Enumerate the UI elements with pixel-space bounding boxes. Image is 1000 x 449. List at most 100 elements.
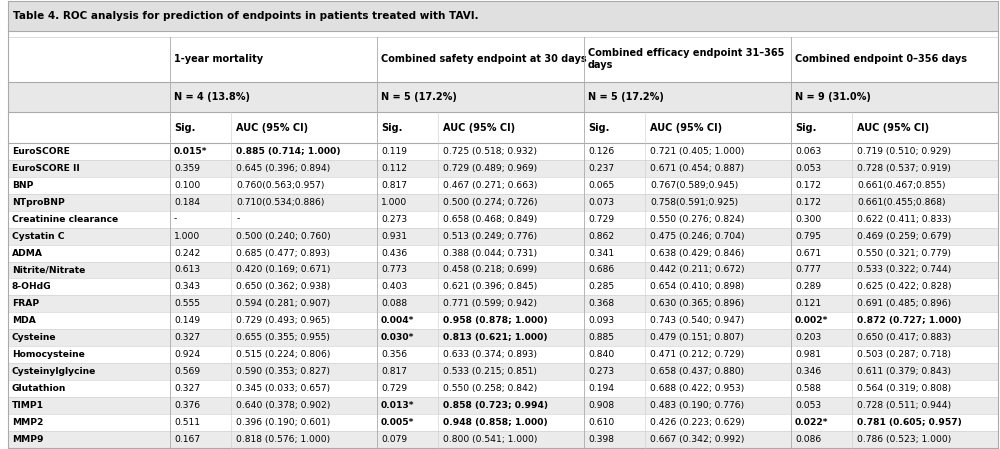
Bar xyxy=(8,194,998,211)
Bar xyxy=(8,313,998,330)
Text: 0.633 (0.374; 0.893): 0.633 (0.374; 0.893) xyxy=(443,350,537,359)
Text: 0.469 (0.259; 0.679): 0.469 (0.259; 0.679) xyxy=(857,232,951,241)
Text: Sig.: Sig. xyxy=(174,123,195,132)
Text: 0.112: 0.112 xyxy=(381,164,407,173)
Text: N = 5 (17.2%): N = 5 (17.2%) xyxy=(381,92,457,102)
Text: AUC (95% CI): AUC (95% CI) xyxy=(857,123,929,132)
Text: 0.686: 0.686 xyxy=(588,265,614,274)
Text: 0.725 (0.518; 0.932): 0.725 (0.518; 0.932) xyxy=(443,147,537,156)
Text: 0.073: 0.073 xyxy=(588,198,614,207)
Text: 0.611 (0.379; 0.843): 0.611 (0.379; 0.843) xyxy=(857,367,951,376)
Text: 0.503 (0.287; 0.718): 0.503 (0.287; 0.718) xyxy=(857,350,951,359)
Text: 0.203: 0.203 xyxy=(795,333,821,342)
Text: 0.471 (0.212; 0.729): 0.471 (0.212; 0.729) xyxy=(650,350,744,359)
Text: 0.515 (0.224; 0.806): 0.515 (0.224; 0.806) xyxy=(236,350,330,359)
Text: 0.356: 0.356 xyxy=(381,350,407,359)
Text: 0.743 (0.540; 0.947): 0.743 (0.540; 0.947) xyxy=(650,317,744,326)
Bar xyxy=(8,363,998,380)
Text: 0.167: 0.167 xyxy=(174,435,200,444)
Text: 0.300: 0.300 xyxy=(795,215,821,224)
Text: 0.426 (0.223; 0.629): 0.426 (0.223; 0.629) xyxy=(650,418,745,427)
Text: 0.729 (0.493; 0.965): 0.729 (0.493; 0.965) xyxy=(236,317,330,326)
Text: 0.005*: 0.005* xyxy=(381,418,414,427)
Text: 0.862: 0.862 xyxy=(588,232,614,241)
Text: 0.813 (0.621; 1.000): 0.813 (0.621; 1.000) xyxy=(443,333,548,342)
Text: Homocysteine: Homocysteine xyxy=(12,350,85,359)
Text: 0.948 (0.858; 1.000): 0.948 (0.858; 1.000) xyxy=(443,418,548,427)
Bar xyxy=(8,380,998,397)
Text: Cysteine: Cysteine xyxy=(12,333,57,342)
Text: Combined efficacy endpoint 31–365
days: Combined efficacy endpoint 31–365 days xyxy=(588,48,784,70)
Text: 0.327: 0.327 xyxy=(174,384,200,393)
Text: 0.671 (0.454; 0.887): 0.671 (0.454; 0.887) xyxy=(650,164,744,173)
Text: 0.345 (0.033; 0.657): 0.345 (0.033; 0.657) xyxy=(236,384,330,393)
Text: 0.289: 0.289 xyxy=(795,282,821,291)
Text: 0.710(0.534;0.886): 0.710(0.534;0.886) xyxy=(236,198,324,207)
Text: 1-year mortality: 1-year mortality xyxy=(174,54,263,64)
Text: 0.550 (0.276; 0.824): 0.550 (0.276; 0.824) xyxy=(650,215,744,224)
Bar xyxy=(8,397,998,414)
Text: 0.638 (0.429; 0.846): 0.638 (0.429; 0.846) xyxy=(650,249,744,258)
Bar xyxy=(8,82,998,112)
Text: MDA: MDA xyxy=(12,317,36,326)
Text: 0.729: 0.729 xyxy=(381,384,407,393)
Text: 0.053: 0.053 xyxy=(795,401,821,410)
Text: 0.063: 0.063 xyxy=(795,147,821,156)
Text: 0.719 (0.510; 0.929): 0.719 (0.510; 0.929) xyxy=(857,147,951,156)
Text: 0.483 (0.190; 0.776): 0.483 (0.190; 0.776) xyxy=(650,401,744,410)
Text: 0.872 (0.727; 1.000): 0.872 (0.727; 1.000) xyxy=(857,317,962,326)
Text: 0.511: 0.511 xyxy=(174,418,200,427)
Text: 0.661(0.455;0.868): 0.661(0.455;0.868) xyxy=(857,198,946,207)
Text: 0.958 (0.878; 1.000): 0.958 (0.878; 1.000) xyxy=(443,317,548,326)
Text: Sig.: Sig. xyxy=(381,123,402,132)
Text: 0.359: 0.359 xyxy=(174,164,200,173)
Bar xyxy=(8,278,998,295)
Text: 0.079: 0.079 xyxy=(381,435,407,444)
Text: N = 4 (13.8%): N = 4 (13.8%) xyxy=(174,92,250,102)
Text: 0.771 (0.599; 0.942): 0.771 (0.599; 0.942) xyxy=(443,299,537,308)
Text: 0.658 (0.468; 0.849): 0.658 (0.468; 0.849) xyxy=(443,215,537,224)
Text: 0.065: 0.065 xyxy=(588,180,614,189)
Text: 0.368: 0.368 xyxy=(588,299,614,308)
Bar xyxy=(8,414,998,431)
Text: ADMA: ADMA xyxy=(12,249,43,258)
Text: 0.654 (0.410; 0.898): 0.654 (0.410; 0.898) xyxy=(650,282,744,291)
Text: 0.273: 0.273 xyxy=(381,215,407,224)
Text: 0.403: 0.403 xyxy=(381,282,407,291)
Text: 0.533 (0.322; 0.744): 0.533 (0.322; 0.744) xyxy=(857,265,951,274)
Text: 0.564 (0.319; 0.808): 0.564 (0.319; 0.808) xyxy=(857,384,951,393)
Text: 0.396 (0.190; 0.601): 0.396 (0.190; 0.601) xyxy=(236,418,330,427)
Text: -: - xyxy=(174,215,177,224)
Bar xyxy=(8,160,998,177)
Text: 0.817: 0.817 xyxy=(381,180,407,189)
Text: 0.013*: 0.013* xyxy=(381,401,415,410)
Text: 0.786 (0.523; 1.000): 0.786 (0.523; 1.000) xyxy=(857,435,951,444)
Text: 0.458 (0.218; 0.699): 0.458 (0.218; 0.699) xyxy=(443,265,537,274)
Text: 0.671: 0.671 xyxy=(795,249,821,258)
Text: 0.817: 0.817 xyxy=(381,367,407,376)
Text: 0.053: 0.053 xyxy=(795,164,821,173)
Text: 0.767(0.589;0.945): 0.767(0.589;0.945) xyxy=(650,180,738,189)
Bar xyxy=(8,112,998,143)
Bar xyxy=(8,37,998,82)
Text: 0.388 (0.044; 0.731): 0.388 (0.044; 0.731) xyxy=(443,249,537,258)
Text: 0.773: 0.773 xyxy=(381,265,407,274)
Text: 0.795: 0.795 xyxy=(795,232,821,241)
Bar xyxy=(8,211,998,228)
Text: N = 9 (31.0%): N = 9 (31.0%) xyxy=(795,92,871,102)
Text: 0.777: 0.777 xyxy=(795,265,821,274)
Text: 0.030*: 0.030* xyxy=(381,333,414,342)
Text: 0.242: 0.242 xyxy=(174,249,200,258)
Text: Table 4. ROC analysis for prediction of endpoints in patients treated with TAVI.: Table 4. ROC analysis for prediction of … xyxy=(13,11,479,21)
Text: 0.184: 0.184 xyxy=(174,198,200,207)
Text: AUC (95% CI): AUC (95% CI) xyxy=(650,123,722,132)
Text: 0.630 (0.365; 0.896): 0.630 (0.365; 0.896) xyxy=(650,299,744,308)
Text: Combined safety endpoint at 30 days: Combined safety endpoint at 30 days xyxy=(381,54,587,64)
Text: 0.172: 0.172 xyxy=(795,180,821,189)
Text: 0.343: 0.343 xyxy=(174,282,200,291)
Text: 0.661(0.467;0.855): 0.661(0.467;0.855) xyxy=(857,180,946,189)
Text: 0.149: 0.149 xyxy=(174,317,200,326)
Text: 0.093: 0.093 xyxy=(588,317,614,326)
Text: MMP2: MMP2 xyxy=(12,418,43,427)
Text: 0.610: 0.610 xyxy=(588,418,614,427)
